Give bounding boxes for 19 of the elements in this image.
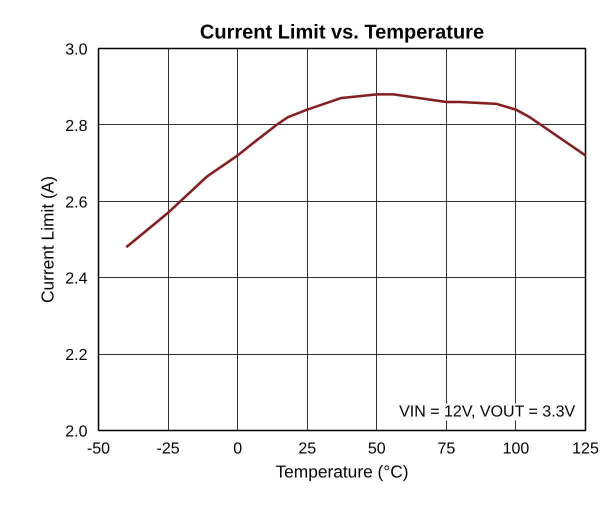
y-tick-label: 2.4: [65, 270, 88, 288]
annotation: VIN = 12V, VOUT = 3.3V: [399, 404, 576, 420]
x-tick-label: 75: [437, 440, 456, 458]
y-tick-label: 2.2: [65, 347, 88, 364]
y-axis-title: Current Limit (A): [37, 176, 58, 304]
y-tick-label: 3.0: [65, 42, 88, 58]
y-tick-label: 2.0: [65, 424, 88, 440]
line-series: [125, 93, 586, 248]
x-tick-label: 0: [233, 440, 242, 458]
x-tick-label: 100: [502, 440, 530, 458]
y-tick-label: 2.8: [65, 118, 88, 135]
y-tick-label: 2.6: [65, 194, 88, 212]
x-tick-label: 50: [368, 440, 386, 458]
x-tick-label: -50: [86, 440, 110, 458]
x-axis-title: Temperature (°C): [275, 462, 409, 482]
x-tick-label: 25: [298, 440, 316, 458]
x-tick-label: 125: [572, 440, 599, 458]
x-tick-label: -25: [156, 440, 180, 458]
chart-title: Current Limit vs. Temperature: [200, 22, 484, 44]
